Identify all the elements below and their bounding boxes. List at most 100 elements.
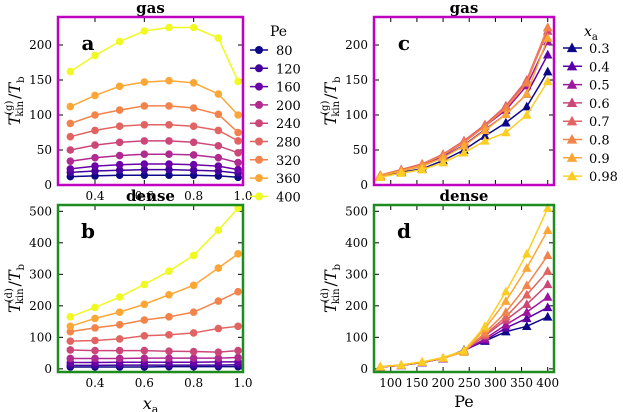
data-point	[501, 103, 511, 112]
data-point	[522, 280, 532, 290]
data-point	[140, 331, 149, 340]
legend-marker	[255, 82, 263, 91]
x-tick-label: 400	[536, 376, 559, 390]
data-point	[542, 250, 553, 260]
series-line	[70, 140, 239, 154]
data-point	[66, 165, 75, 173]
panel-title: gas	[450, 0, 479, 17]
data-point	[66, 132, 75, 141]
data-point	[115, 160, 124, 169]
x-tick-label: 300	[484, 376, 507, 390]
data-point	[522, 307, 532, 316]
data-point	[165, 267, 173, 275]
data-point	[522, 89, 532, 98]
series-line	[380, 54, 549, 177]
data-point	[234, 204, 242, 212]
y-tick-label: 100	[345, 108, 368, 122]
legend-marker	[255, 174, 263, 183]
data-point	[214, 264, 223, 272]
data-point	[214, 297, 223, 305]
data-point	[522, 110, 532, 119]
x-tick-label: 1.0	[233, 376, 252, 390]
y-tick-label: 200	[29, 38, 52, 52]
legend-marker	[255, 64, 263, 73]
data-point	[522, 321, 532, 331]
y-axis-label-part: T	[321, 301, 340, 313]
data-point	[165, 102, 173, 110]
data-point	[214, 142, 223, 150]
data-point	[375, 361, 386, 371]
data-point	[115, 293, 124, 301]
data-point	[522, 77, 532, 87]
legend-marker	[255, 155, 263, 164]
legend-label: 0.3	[589, 42, 610, 57]
data-point	[91, 141, 99, 149]
y-tick-label: 0	[44, 362, 52, 376]
data-point	[438, 152, 448, 162]
data-point	[140, 121, 149, 129]
y-tick-label: 50	[353, 143, 368, 157]
data-point	[140, 102, 149, 110]
panel-frame	[372, 15, 556, 187]
data-point	[189, 23, 198, 32]
y-axis-label-part: /	[5, 93, 24, 99]
data-point	[140, 165, 149, 174]
series-line	[70, 364, 239, 367]
y-axis-label-part: T	[5, 301, 24, 313]
data-point	[66, 337, 75, 345]
data-point	[66, 322, 75, 331]
series-320	[66, 287, 242, 336]
data-point	[214, 126, 223, 135]
data-point	[115, 346, 124, 355]
series-400	[66, 204, 242, 321]
y-tick-label: 500	[29, 204, 52, 218]
data-point	[234, 165, 242, 174]
data-point	[214, 226, 223, 235]
y-axis-label-part: b	[16, 76, 27, 82]
y-axis-label-part: kin	[331, 100, 342, 116]
legend-label: 0.5	[589, 79, 610, 94]
series-line	[380, 81, 549, 179]
x-axis-label: Pe	[454, 392, 474, 411]
data-point	[189, 354, 198, 362]
series-line	[69, 26, 239, 82]
data-point	[522, 248, 532, 258]
data-point	[396, 359, 406, 369]
data-point	[140, 354, 149, 362]
series-line	[380, 306, 549, 368]
data-point	[115, 122, 124, 130]
data-point	[115, 37, 124, 46]
data-point	[542, 203, 553, 212]
y-axis-label-part: T	[321, 82, 340, 94]
data-point	[91, 111, 99, 119]
legend-label: 160	[276, 81, 301, 96]
data-point	[480, 327, 490, 337]
y-axis-label-part: (d)	[4, 288, 15, 302]
data-point	[542, 22, 553, 32]
data-point	[165, 171, 173, 179]
series-line	[70, 124, 239, 142]
y-axis-label-part: /	[321, 280, 340, 286]
data-point	[459, 140, 469, 150]
y-axis-label-part: /	[321, 93, 340, 99]
y-tick-label: 200	[345, 38, 368, 52]
data-point	[165, 160, 173, 168]
legend-label: 320	[276, 154, 301, 169]
series-0.98	[375, 76, 553, 182]
data-point	[459, 147, 469, 157]
data-point	[501, 286, 511, 296]
data-point	[165, 165, 173, 174]
legend-label: 0.8	[589, 134, 610, 149]
data-point	[459, 345, 469, 355]
legend-label: 400	[276, 190, 301, 205]
x-tick-label: 0.4	[85, 189, 104, 203]
data-point	[480, 135, 490, 145]
data-point	[115, 82, 124, 91]
data-point	[91, 126, 99, 135]
x-tick-label: 0.6	[135, 189, 154, 203]
legend-marker	[566, 152, 578, 162]
data-point	[140, 150, 149, 158]
data-point	[542, 66, 553, 76]
